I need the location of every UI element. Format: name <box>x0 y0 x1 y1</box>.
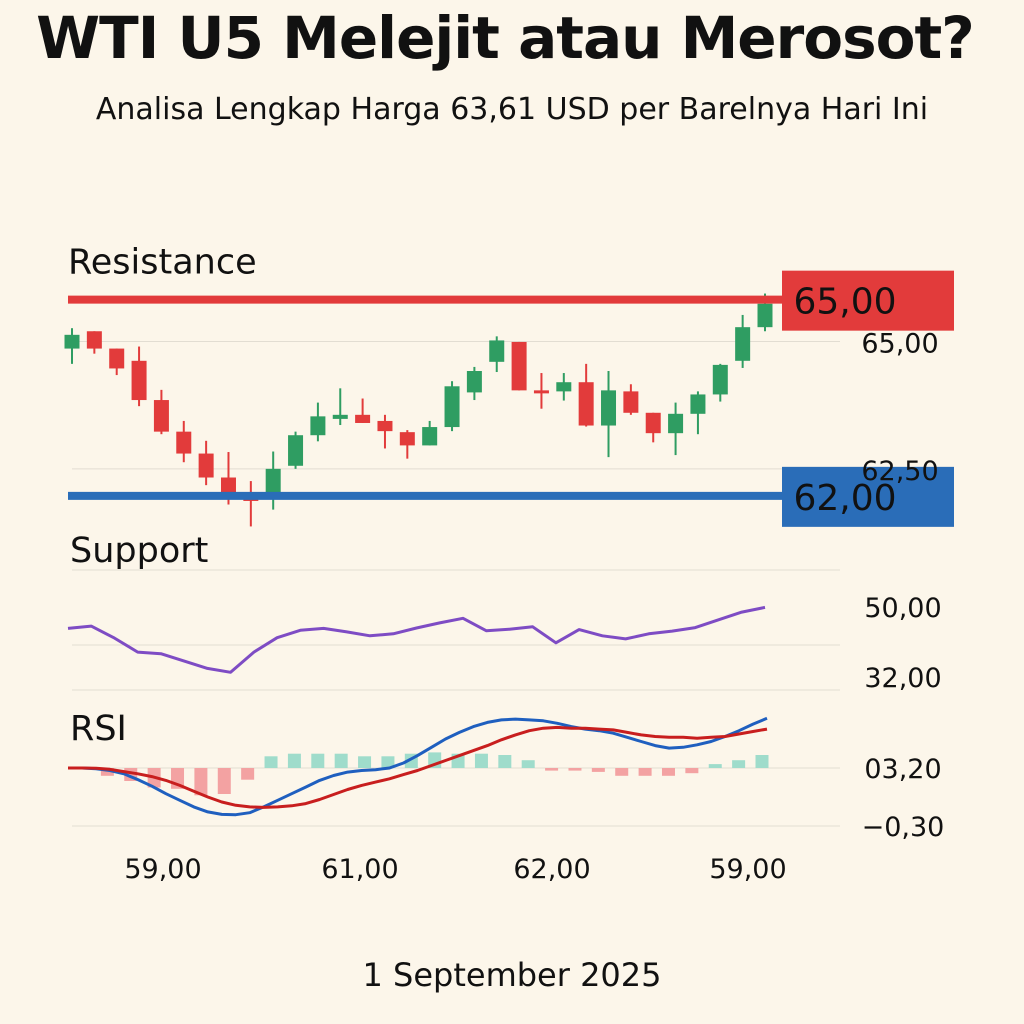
rsi-fast-line <box>68 716 768 817</box>
candle-up <box>556 382 572 392</box>
candle-up <box>64 334 80 349</box>
candle-up <box>265 468 281 499</box>
candle-down <box>86 331 102 349</box>
support-resistance-levels: 65,00 Resistance 62,00 Support <box>68 243 954 571</box>
candle-up <box>466 371 482 393</box>
candle-down <box>109 348 125 369</box>
histogram-bar-negative <box>568 768 582 771</box>
candle-down <box>176 431 192 454</box>
support-badge-value: 62,00 <box>793 478 896 519</box>
axis-labels: 65,00 62,50 50,00 32,00 RSI 03,20 −0,30 59,00 61… <box>70 328 944 885</box>
candle-up <box>422 427 438 446</box>
rsi-tick-label: 03,20 <box>864 754 941 785</box>
candle-down <box>399 432 415 446</box>
price-tick-label: 65,00 <box>861 328 938 359</box>
footer-date: 1 September 2025 <box>362 956 662 994</box>
candle-up <box>757 303 773 328</box>
candle-down <box>511 341 527 391</box>
candlestick-panel <box>64 293 773 527</box>
histogram-bar-positive <box>498 755 512 768</box>
candle-up <box>601 390 617 426</box>
candle-down <box>355 414 371 423</box>
candle-down <box>198 453 214 478</box>
histogram-bar-positive <box>264 756 278 768</box>
histogram-bar-negative <box>545 768 559 771</box>
histogram-bar-negative <box>638 768 652 776</box>
candle-down <box>131 360 147 401</box>
resistance-badge <box>782 270 954 331</box>
histogram-bar-positive <box>521 760 535 768</box>
histogram-bar-positive <box>334 753 348 768</box>
candle-up <box>489 340 505 362</box>
histogram-bar-positive <box>474 753 488 768</box>
histogram-bar-negative <box>241 768 255 780</box>
candle-up <box>288 435 304 466</box>
page-title: WTI U5 Melejit atau Merosot? <box>36 4 975 72</box>
indicator-tick-label: 50,00 <box>864 593 941 624</box>
candle-up <box>310 416 326 436</box>
candle-up <box>444 386 460 428</box>
histogram-bar-positive <box>755 755 769 768</box>
page-subtitle: Analisa Lengkap Harga 63,61 USD per Bare… <box>95 92 929 127</box>
support-badge <box>782 466 954 527</box>
histogram-bar-negative <box>591 768 605 772</box>
candle-down <box>153 400 169 432</box>
histogram-bar-positive <box>381 756 395 768</box>
histogram-bar-negative <box>615 768 629 776</box>
candle-up <box>690 394 706 414</box>
histogram-bar-positive <box>732 760 746 768</box>
price-tick-label: 62,50 <box>861 456 938 487</box>
rsi-tick-label: −0,30 <box>862 812 945 843</box>
candle-up <box>332 414 348 419</box>
resistance-badge-value: 65,00 <box>793 282 896 323</box>
rsi-label: RSI <box>70 709 127 749</box>
candle-down <box>623 391 639 413</box>
histogram-bar-negative <box>194 768 208 796</box>
histogram-bar-positive <box>311 753 325 768</box>
histogram-bar-negative <box>100 768 114 776</box>
histogram-bar-positive <box>708 764 722 768</box>
x-tick-label: 59,00 <box>124 854 201 885</box>
candle-down <box>533 390 549 394</box>
indicator-tick-label: 32,00 <box>864 663 941 694</box>
rsi-panel <box>68 716 769 817</box>
support-label: Support <box>70 531 208 571</box>
indicator-panel <box>67 605 766 674</box>
candle-down <box>645 412 661 434</box>
candle-up <box>668 413 684 434</box>
rsi-slow-line <box>68 725 768 809</box>
candle-up <box>712 364 728 395</box>
x-tick-label: 62,00 <box>513 854 590 885</box>
candle-down <box>377 420 393 432</box>
candle-down <box>578 382 594 426</box>
x-tick-label: 59,00 <box>709 854 786 885</box>
histogram-bar-negative <box>685 768 699 774</box>
resistance-label: Resistance <box>68 243 257 283</box>
histogram-bar-negative <box>661 768 675 776</box>
x-tick-label: 61,00 <box>321 854 398 885</box>
histogram-bar-positive <box>287 753 301 768</box>
histogram-bar-negative <box>217 768 231 794</box>
histogram-bar-positive <box>358 756 372 768</box>
candle-up <box>735 327 751 361</box>
indicator-line <box>67 605 766 674</box>
